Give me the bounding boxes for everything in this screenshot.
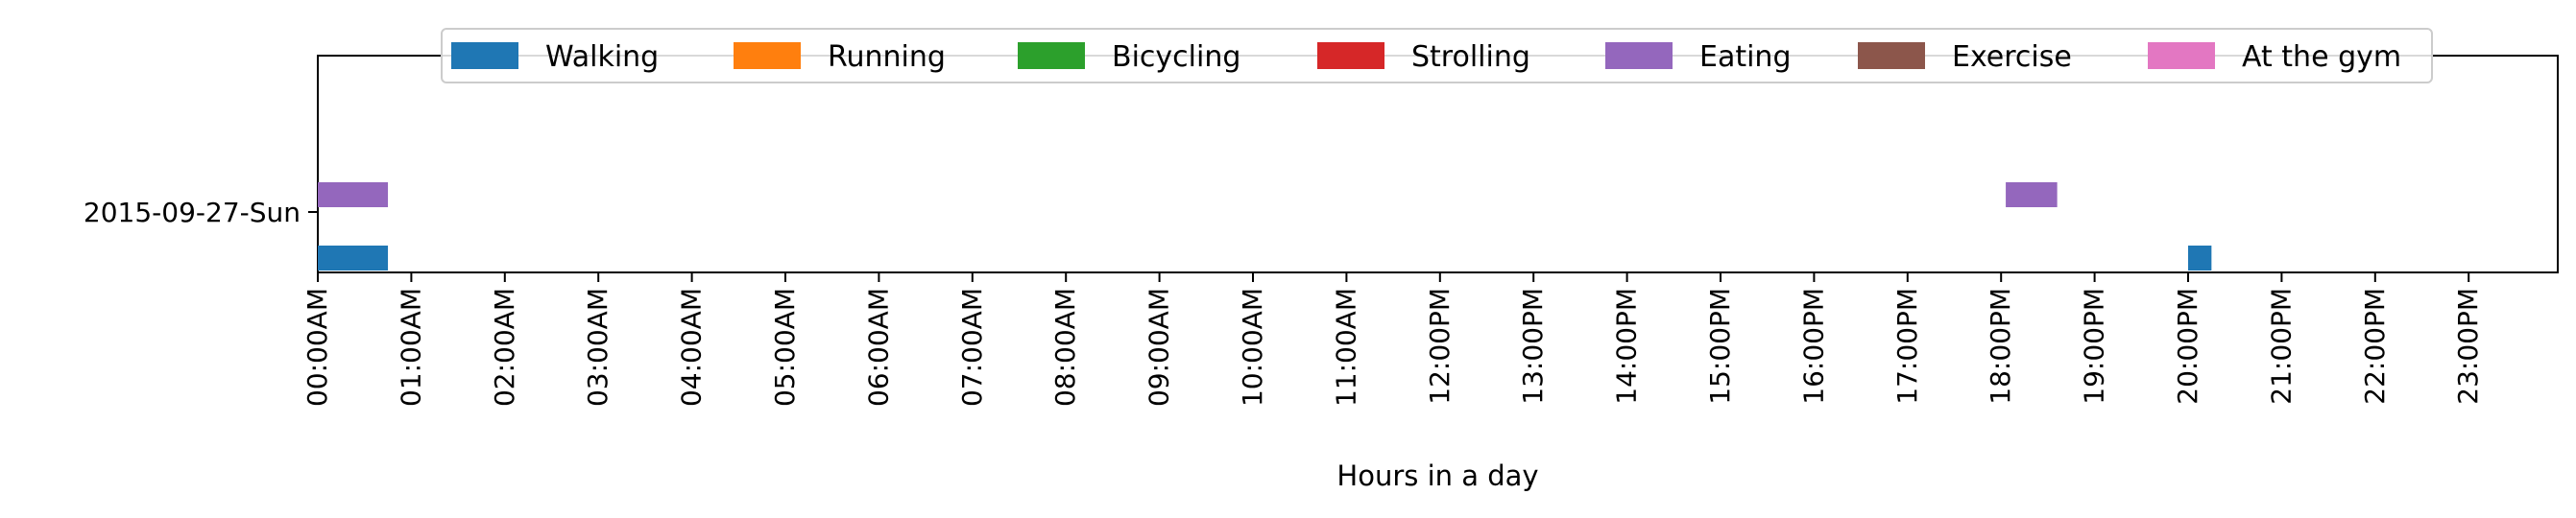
x-tick-label: 16:00PM — [1797, 288, 1829, 405]
x-tick-label: 10:00AM — [1237, 288, 1268, 407]
legend-entry-exercise: Exercise — [1858, 40, 2072, 74]
x-tick-label: 20:00PM — [2172, 288, 2203, 405]
legend-entry-bicycling: Bicycling — [1018, 40, 1240, 74]
x-tick-label: 14:00PM — [1611, 288, 1643, 405]
legend-entry-running: Running — [734, 40, 946, 74]
legend-label: Walking — [545, 40, 659, 74]
legend: Walking Running Bicycling Strolling Eating Ex… — [441, 28, 2433, 83]
legend-label: Eating — [1699, 40, 1792, 74]
x-tick-label: 00:00AM — [301, 288, 333, 407]
x-tick-label: 21:00PM — [2265, 288, 2297, 405]
segment-walking-2 — [318, 246, 389, 271]
x-tick-label: 04:00AM — [676, 288, 708, 407]
legend-swatch — [2148, 42, 2215, 69]
legend-label: Bicycling — [1112, 40, 1240, 74]
x-tick-label: 23:00PM — [2452, 288, 2484, 405]
x-tick-label: 02:00AM — [489, 288, 520, 407]
x-tick-label: 11:00AM — [1330, 288, 1361, 407]
x-tick-label: 08:00AM — [1049, 288, 1081, 407]
x-axis: 00:00AM 01:00AM 02:00AM 03:00AM 04:00AM 05:00… — [301, 272, 2484, 407]
x-tick-label: 13:00PM — [1517, 288, 1549, 405]
legend-label: Strolling — [1411, 40, 1530, 74]
legend-label: Running — [828, 40, 946, 74]
legend-swatch — [1605, 42, 1673, 69]
legend-swatch — [734, 42, 801, 69]
legend-entry-eating: Eating — [1605, 40, 1792, 74]
x-tick-label: 09:00AM — [1144, 288, 1175, 407]
legend-label: Exercise — [1952, 40, 2072, 74]
legend-entry-at-the-gym: At the gym — [2148, 40, 2401, 74]
segment-eating-0 — [318, 182, 389, 207]
legend-entry-strolling: Strolling — [1317, 40, 1530, 74]
x-tick-label: 06:00AM — [862, 288, 894, 407]
x-tick-label: 22:00PM — [2359, 288, 2391, 405]
y-axis: 2015-09-27-Sun — [84, 197, 318, 228]
plot-area — [317, 55, 2559, 273]
legend-swatch — [1858, 42, 1925, 69]
y-tick-label: 2015-09-27-Sun — [84, 197, 301, 228]
segment-walking-3 — [2188, 246, 2212, 271]
legend-entry-walking: Walking — [451, 40, 659, 74]
x-tick-label: 15:00PM — [1704, 288, 1736, 405]
x-tick-label: 05:00AM — [769, 288, 801, 407]
x-tick-label: 07:00AM — [956, 288, 988, 407]
legend-swatch — [1317, 42, 1384, 69]
x-tick-label: 17:00PM — [1891, 288, 1923, 405]
x-axis-label: Hours in a day — [1336, 459, 1538, 492]
x-tick-label: 19:00PM — [2079, 288, 2110, 405]
x-tick-label: 03:00AM — [582, 288, 614, 407]
legend-swatch — [1018, 42, 1085, 69]
x-tick-label: 18:00PM — [1985, 288, 2016, 405]
legend-label: At the gym — [2242, 40, 2401, 74]
plot-frame — [317, 55, 2559, 273]
legend-swatch — [451, 42, 518, 69]
x-tick-label: 12:00PM — [1424, 288, 1456, 405]
x-tick-label: 01:00AM — [395, 288, 426, 407]
segment-eating-1 — [2006, 182, 2058, 207]
legend-box — [441, 28, 2433, 83]
